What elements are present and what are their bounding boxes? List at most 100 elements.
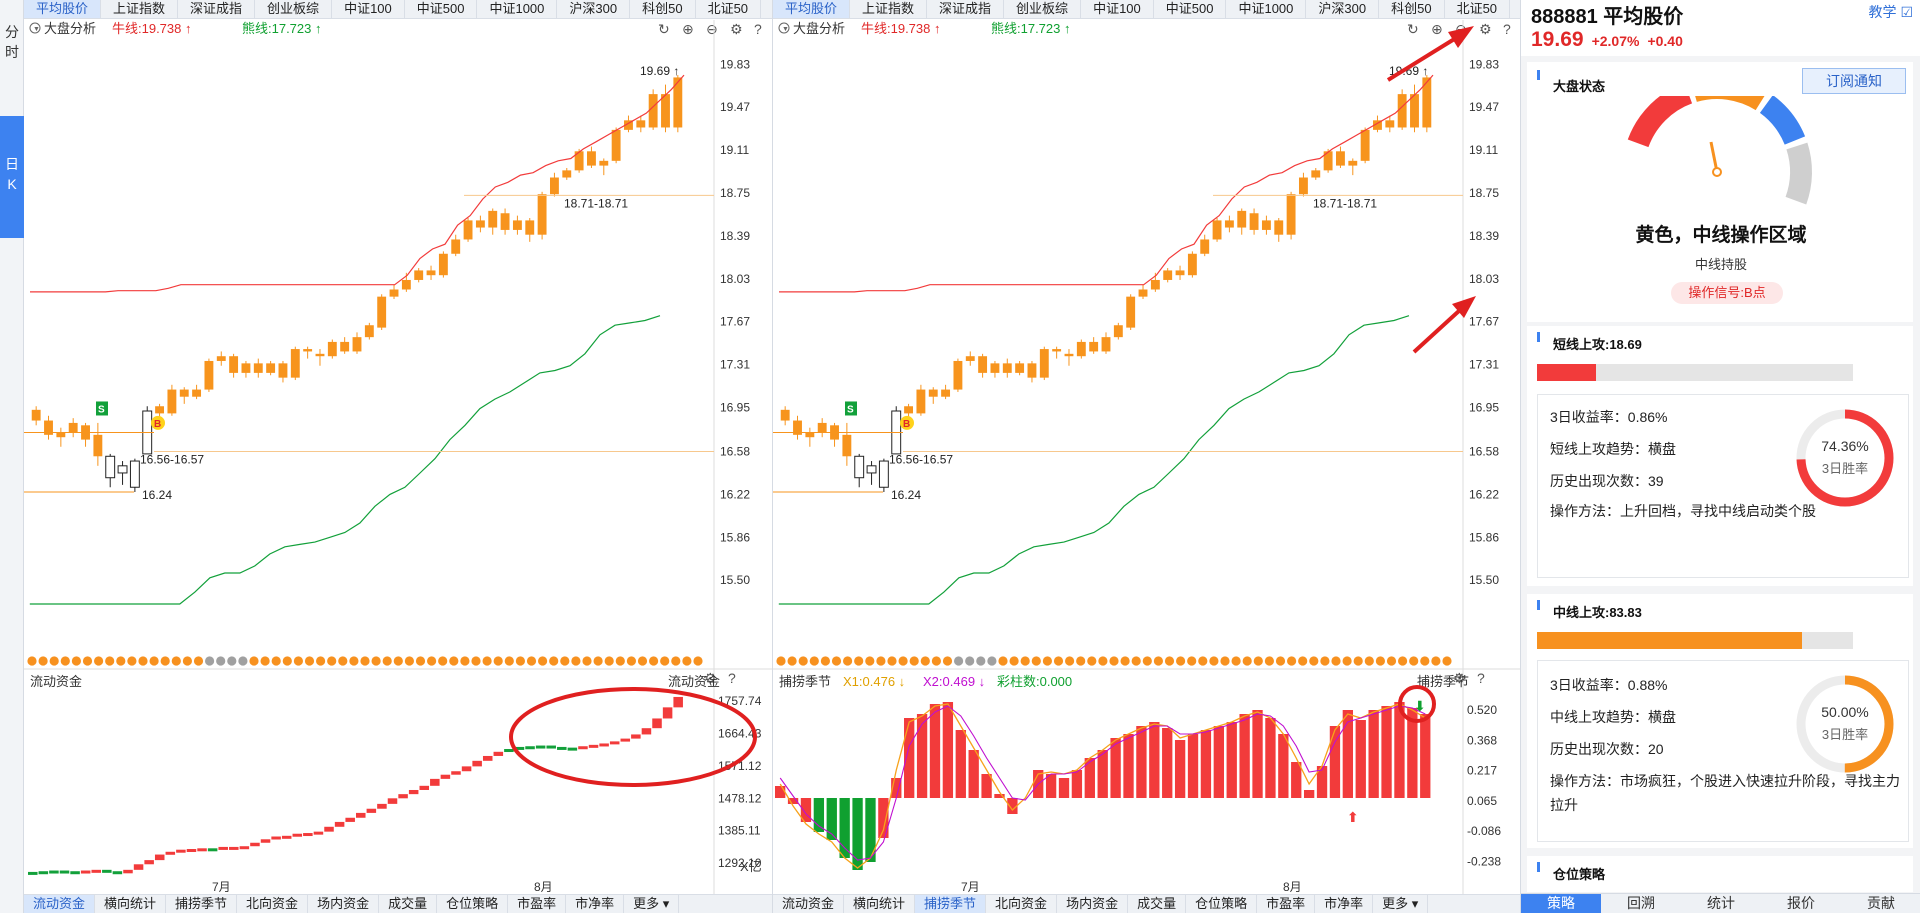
indicator-tab-9[interactable]: 更多 ▾ [1373, 895, 1429, 913]
sidebar-tab-2[interactable]: 统计 [1707, 895, 1735, 911]
help-icon[interactable]: ? [754, 21, 762, 37]
indicator-tab-0[interactable]: 流动资金 [24, 895, 96, 913]
index-tab-3[interactable]: 创业板综 [255, 0, 333, 18]
indicator-tab-1[interactable]: 横向统计 [844, 895, 916, 913]
season-bar [1355, 720, 1366, 798]
index-tab-0[interactable]: 平均股价 [24, 0, 102, 18]
indicator-tab-7[interactable]: 市盈率 [1257, 895, 1316, 913]
index-tab-5[interactable]: 中证500 [405, 0, 478, 18]
indicator-tab-5[interactable]: 成交量 [1128, 895, 1187, 913]
subscribe-button[interactable]: 订阅通知 [1802, 68, 1906, 94]
signal-dot [538, 656, 548, 666]
settings-icon[interactable]: ⚙ [730, 21, 743, 37]
candle [129, 460, 140, 488]
sidebar-tab-0[interactable]: 策略 [1521, 894, 1601, 913]
lower-help-icon[interactable]: ? [1477, 670, 1485, 686]
zoom-out-icon[interactable]: ⊖ [706, 21, 718, 37]
month-label: 8月 [1283, 880, 1302, 894]
season-bar [1291, 762, 1302, 798]
zoom-in-icon[interactable]: ⊕ [1431, 21, 1443, 37]
signal-dot [1275, 656, 1286, 666]
indicator-tab-1[interactable]: 横向统计 [95, 895, 167, 913]
index-tab-4[interactable]: 中证100 [1081, 0, 1154, 18]
sidebar-tab-1[interactable]: 回溯 [1627, 895, 1655, 911]
index-tab-bar: 平均股价 上证指数 深证成指 创业板综 中证100 中证500 中证1000 沪深300 科创5… [773, 0, 1520, 19]
fund-tick-label: 1292.10 [718, 856, 762, 870]
sidebar-tab-3[interactable]: 报价 [1787, 895, 1815, 911]
help-icon[interactable]: ? [1503, 21, 1511, 37]
indicator-tab-9[interactable]: 更多 ▾ [624, 895, 680, 913]
fund-step-bar [430, 778, 440, 786]
signal-dot [854, 656, 864, 666]
index-tab-2[interactable]: 深证成指 [178, 0, 256, 18]
rail-intraday-button[interactable]: 分 时 [5, 24, 19, 60]
zoom-out-icon[interactable]: ⊖ [1455, 21, 1467, 37]
index-tab-2[interactable]: 深证成指 [927, 0, 1005, 18]
indicator-tab-5[interactable]: 成交量 [379, 895, 438, 913]
candle [327, 341, 337, 357]
index-tab-4[interactable]: 中证100 [332, 0, 405, 18]
teach-label[interactable]: 教学 [1868, 4, 1897, 20]
teach-link[interactable]: 教学 ☑ [1869, 2, 1913, 22]
indicator-tab-8[interactable]: 市净率 [1315, 895, 1374, 913]
signal-dot [831, 656, 842, 666]
settings-icon[interactable]: ⚙ [1479, 21, 1492, 37]
candle [1323, 151, 1333, 171]
index-tab-9[interactable]: 北证50 [1445, 0, 1511, 18]
indicator-tab-6[interactable]: 仓位策略 [437, 895, 509, 913]
index-tab-0[interactable]: 平均股价 [773, 0, 851, 18]
indicator-tab-4[interactable]: 场内资金 [1057, 895, 1129, 913]
candle [941, 389, 951, 397]
indicator-tab-2[interactable]: 捕捞季节 [915, 895, 987, 913]
price-tick-label: 18.03 [1469, 272, 1499, 286]
index-tab-6[interactable]: 中证1000 [477, 0, 558, 18]
collapse-icon[interactable] [778, 22, 790, 34]
index-tab-5[interactable]: 中证500 [1154, 0, 1227, 18]
index-tab-7[interactable]: 沪深300 [557, 0, 631, 18]
index-tab-1[interactable]: 上证指数 [850, 0, 928, 18]
indicator-tab-6[interactable]: 仓位策略 [1186, 895, 1258, 913]
indicator-tab-3[interactable]: 北向资金 [986, 895, 1058, 913]
price-tick-label: 16.58 [1469, 445, 1499, 459]
season-bar [1394, 702, 1405, 798]
indicator-tab-4[interactable]: 场内资金 [308, 895, 380, 913]
zoom-in-icon[interactable]: ⊕ [682, 21, 694, 37]
indicator-tab-7[interactable]: 市盈率 [508, 895, 567, 913]
fund-step-bar [186, 849, 197, 853]
index-tab-3[interactable]: 创业板综 [1004, 0, 1082, 18]
indicator-tab-3[interactable]: 北向资金 [237, 895, 309, 913]
indicator-tab-8[interactable]: 市净率 [566, 895, 625, 913]
refresh-icon[interactable]: ↻ [658, 21, 670, 37]
sidebar-tab-4[interactable]: 贡献 [1867, 895, 1895, 911]
lower-settings-icon[interactable]: ⚙ [1453, 670, 1466, 686]
candle [377, 296, 387, 328]
candle [1249, 213, 1259, 230]
signal-dot [998, 656, 1008, 666]
rail-daily-k-button[interactable]: 日 K [0, 116, 24, 238]
collapse-icon[interactable] [29, 22, 41, 34]
season-x2-value: X2:0.469 ↓ [923, 674, 985, 689]
index-tab-7[interactable]: 沪深300 [1306, 0, 1380, 18]
lower-help-icon[interactable]: ? [728, 670, 736, 686]
signal-dot [1309, 656, 1319, 666]
price-tick-label: 17.31 [720, 358, 750, 372]
hold-advice: 中线持股 [1694, 257, 1747, 272]
indicator-tab-0[interactable]: 流动资金 [773, 895, 845, 913]
candle [624, 120, 633, 130]
season-bar [1162, 728, 1173, 798]
left-chart-svg[interactable]: ▼ 大盘分析 牛线:19.738 ↑ 熊线:17.723 ↑ ↻ ⊕ ⊖ ⚙ ? 19.83 19.… [24, 0, 772, 894]
index-tab-8[interactable]: 科创50 [1379, 0, 1445, 18]
candle [1101, 337, 1111, 352]
candle [315, 353, 325, 357]
indicator-tab-2[interactable]: 捕捞季节 [166, 895, 238, 913]
index-tab-8[interactable]: 科创50 [630, 0, 696, 18]
candle [1002, 363, 1012, 373]
index-tab-9[interactable]: 北证50 [696, 0, 762, 18]
index-tab-1[interactable]: 上证指数 [101, 0, 179, 18]
index-tab-6[interactable]: 中证1000 [1226, 0, 1307, 18]
right-chart-svg[interactable]: ▼ 大盘分析 牛线:19.738 ↑ 熊线:17.723 ↑ ↻ ⊕ ⊖ ⚙ ? 19.83 19.… [773, 0, 1520, 894]
lower-settings-icon[interactable]: ⚙ [704, 670, 717, 686]
candle [978, 356, 988, 373]
refresh-icon[interactable]: ↻ [1407, 21, 1419, 37]
season-bar [1368, 710, 1379, 798]
